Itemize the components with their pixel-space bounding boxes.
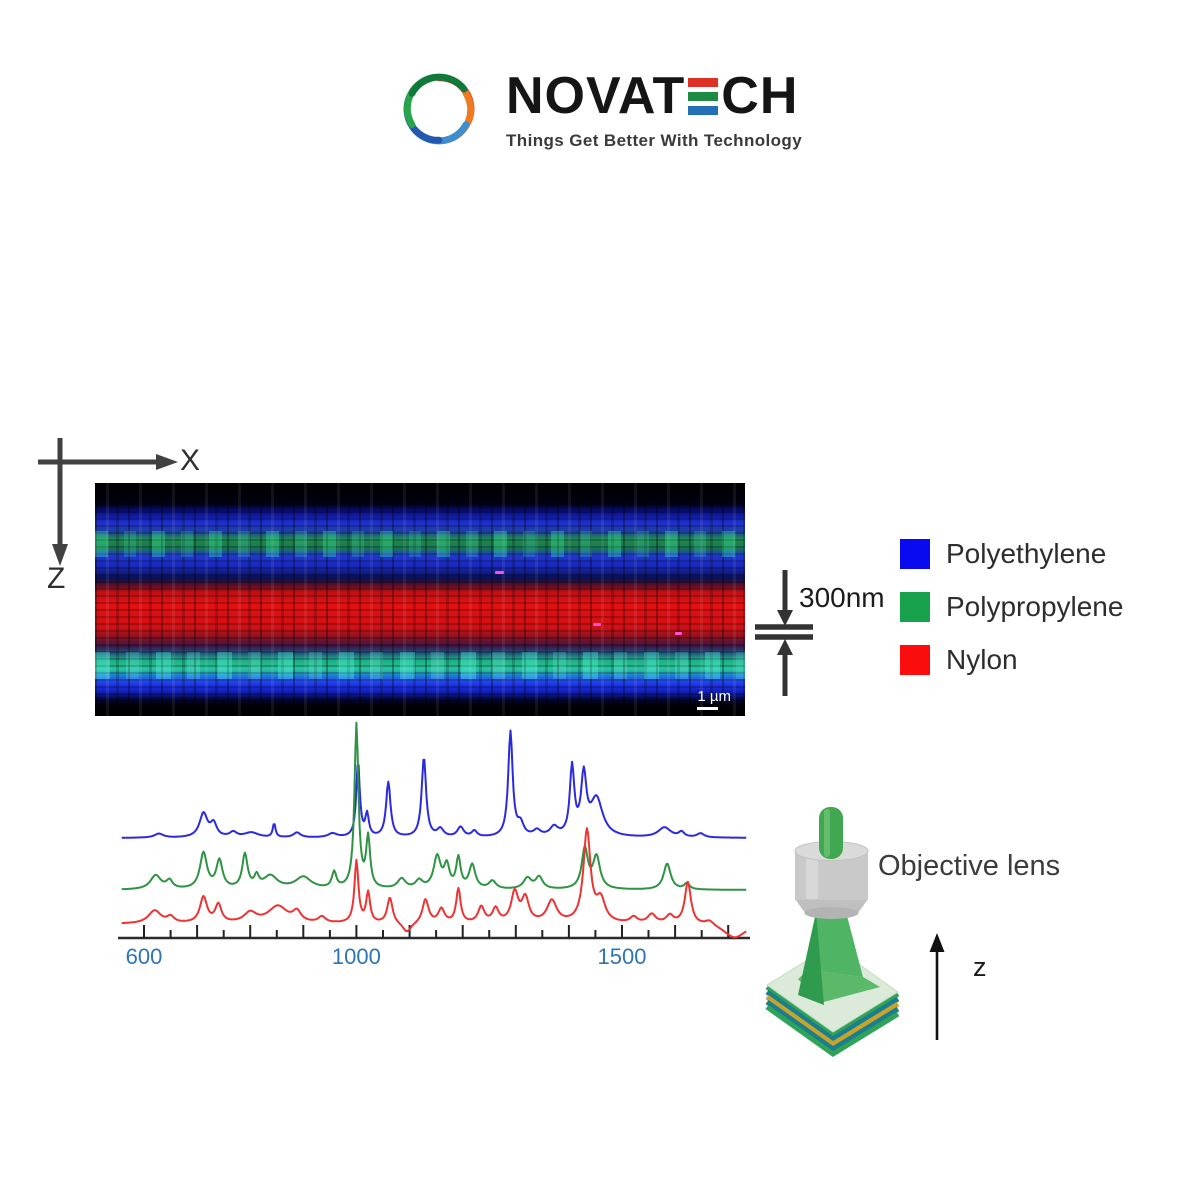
svg-text:600: 600: [126, 944, 163, 969]
brand-e-bars-icon: [688, 77, 719, 115]
raman-spectra-chart: 600 1000 1500: [118, 721, 750, 969]
laser-rod-highlight: [824, 809, 830, 857]
image-artifact: [675, 632, 682, 635]
legend-row: Polypropylene: [900, 591, 1160, 623]
brand-logo: NOVAT CH Things Get Better With Technolo…: [398, 70, 802, 151]
scale-bar: 1 µm: [697, 688, 731, 710]
scale-bar-label: 1 µm: [697, 688, 731, 705]
legend-swatch-icon: [900, 539, 930, 569]
image-artifact: [495, 571, 504, 574]
measurement-label: 300nm: [799, 582, 885, 613]
brand-name-pre: NOVAT: [506, 67, 686, 125]
legend-row: Polyethylene: [900, 538, 1160, 570]
legend-label: Polypropylene: [946, 591, 1124, 622]
brand-name: NOVAT CH: [506, 70, 802, 122]
raman-cross-section-image: 1 µm: [95, 483, 745, 716]
objective-body-highlight: [806, 853, 818, 899]
legend-label: Polyethylene: [946, 538, 1107, 569]
light-cone: [808, 912, 863, 977]
polypropylene-band-texture: [95, 531, 745, 557]
sample-layer-yellow: [765, 994, 900, 1047]
brand-swirl-icon: [403, 73, 475, 145]
image-artifact: [593, 623, 601, 626]
legend-label: Nylon: [946, 644, 1018, 675]
objective-bottom: [804, 907, 859, 919]
sample-layer-teal: [765, 999, 900, 1052]
material-legend: Polyethylene Polypropylene Nylon: [900, 538, 1160, 697]
brand-text-block: NOVAT CH Things Get Better With Technolo…: [506, 70, 802, 151]
sample-layer-teal: [765, 989, 900, 1042]
objective-lens-illustration: [765, 807, 900, 1057]
z-direction-arrow-icon: [929, 933, 945, 1040]
light-cone-shadow: [798, 912, 824, 1005]
z-direction-label: z: [973, 952, 987, 982]
sample-layer-green: [765, 1004, 900, 1057]
scale-bar-line: [697, 707, 719, 710]
brand-name-post: CH: [721, 67, 799, 125]
legend-swatch-icon: [900, 645, 930, 675]
svg-text:1500: 1500: [598, 944, 647, 969]
objective-lens-label: Objective lens: [878, 850, 1061, 882]
legend-row: Nylon: [900, 644, 1160, 676]
legend-swatch-icon: [900, 592, 930, 622]
x-axis-label: X: [180, 444, 201, 477]
brand-tagline: Things Get Better With Technology: [506, 131, 803, 150]
xz-axes-icon: [38, 438, 178, 566]
laser-input-rod: [819, 807, 843, 859]
polypropylene-band-texture: [95, 652, 745, 679]
z-axis-label: Z: [47, 562, 66, 595]
sample-layer-green: [765, 984, 900, 1037]
svg-text:1000: 1000: [332, 944, 381, 969]
layer-thickness-indicator-icon: [755, 570, 813, 696]
